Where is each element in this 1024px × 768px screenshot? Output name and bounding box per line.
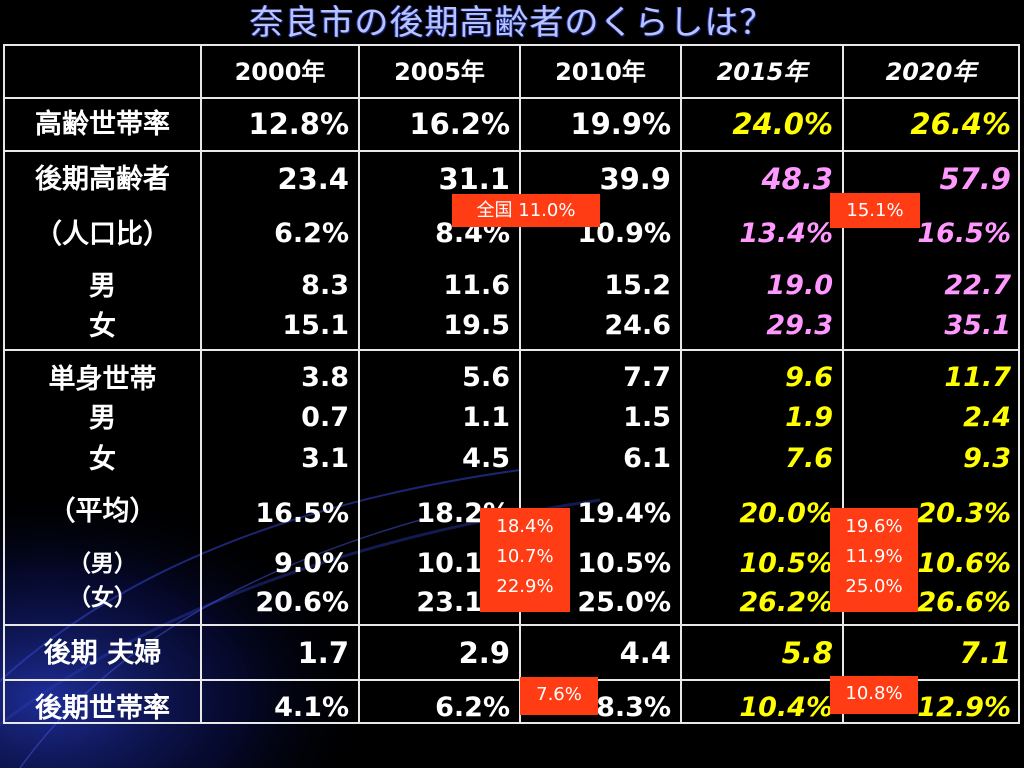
late-household-rate-2010: 8.3% xyxy=(596,692,671,723)
average-male-2015: 10.5% xyxy=(739,548,833,579)
male-2005: 11.6 xyxy=(443,270,510,301)
average-female-2015: 26.2% xyxy=(739,587,833,618)
male-2015: 19.0 xyxy=(766,270,833,301)
average-male-2020: 10.6% xyxy=(917,548,1011,579)
header-2005: 2005年 xyxy=(394,58,485,86)
single-female-2000: 3.1 xyxy=(301,443,349,474)
single-male-2005: 1.1 xyxy=(462,402,510,433)
single-household-2005: 5.6 xyxy=(462,362,510,393)
badge-national-2005: 全国 11.0% xyxy=(452,194,600,227)
single-male-2010: 1.5 xyxy=(623,402,671,433)
badge-average-2015-female: 25.0% xyxy=(845,576,903,597)
female-2000: 15.1 xyxy=(282,310,349,341)
badge-average-2005: 18.4% 10.7% 22.9% xyxy=(480,508,570,612)
late-couple-2005: 2.9 xyxy=(458,636,510,670)
header-2000: 2000年 xyxy=(234,58,326,86)
badge-average-2005-total: 18.4% xyxy=(496,516,554,537)
badge-national-2015-text: 15.1% xyxy=(846,200,904,221)
female-2005: 19.5 xyxy=(443,310,510,341)
single-male-2020: 2.4 xyxy=(963,402,1011,433)
late-household-rate-2020: 12.9% xyxy=(917,692,1011,723)
badge-average-2015-total: 19.6% xyxy=(845,516,903,537)
row-label-average-male: （男） xyxy=(68,551,137,577)
population-ratio-2000: 6.2% xyxy=(274,218,349,249)
late-household-rate-2005: 6.2% xyxy=(435,692,510,723)
row-label-population-ratio: （人口比） xyxy=(35,219,170,250)
average-2020: 20.3% xyxy=(917,498,1011,529)
male-2020: 22.7 xyxy=(944,270,1011,301)
late-elderly-2010: 39.9 xyxy=(599,162,671,196)
badge-average-2015-male: 11.9% xyxy=(845,546,903,567)
average-male-2010: 10.5% xyxy=(577,548,671,579)
average-2010: 19.4% xyxy=(577,498,671,529)
aging-rate-2000: 12.8% xyxy=(248,107,349,141)
late-household-rate-2015: 10.4% xyxy=(739,692,833,723)
late-elderly-2005: 31.1 xyxy=(438,162,510,196)
female-2015: 29.3 xyxy=(766,310,833,341)
female-2020: 35.1 xyxy=(944,310,1011,341)
late-elderly-2000: 23.4 xyxy=(277,162,349,196)
male-2000: 8.3 xyxy=(301,270,349,301)
male-2010: 15.2 xyxy=(604,270,671,301)
row-label-single-male: 男 xyxy=(89,403,116,434)
single-male-2015: 1.9 xyxy=(785,402,833,433)
header-2010: 2010年 xyxy=(555,58,646,86)
late-couple-2010: 4.4 xyxy=(619,636,671,670)
average-female-2000: 20.6% xyxy=(255,587,349,618)
single-household-2000: 3.8 xyxy=(301,362,349,393)
population-ratio-2020: 16.5% xyxy=(917,218,1011,249)
average-2015: 20.0% xyxy=(739,498,833,529)
late-elderly-2020: 57.9 xyxy=(939,162,1011,196)
row-label-aging-rate: 高齢世帯率 xyxy=(35,109,170,140)
badge-household-2015: 10.8% xyxy=(830,676,918,714)
badge-average-2015: 19.6% 11.9% 25.0% xyxy=(830,508,918,612)
single-female-2005: 4.5 xyxy=(462,443,510,474)
row-label-average: （平均） xyxy=(48,496,157,527)
single-female-2015: 7.6 xyxy=(785,443,833,474)
average-male-2000: 9.0% xyxy=(274,548,349,579)
aging-rate-2015: 24.0% xyxy=(732,107,833,141)
single-female-2020: 9.3 xyxy=(963,443,1011,474)
aging-rate-2020: 26.4% xyxy=(910,107,1011,141)
badge-national-2015: 15.1% xyxy=(830,193,920,228)
single-household-2015: 9.6 xyxy=(785,362,833,393)
average-2000: 16.5% xyxy=(255,498,349,529)
slide-title: 奈良市の後期高齢者のくらしは？ xyxy=(249,3,775,43)
badge-household-2005: 7.6% xyxy=(520,677,598,715)
row-label-late-couple: 後期 夫婦 xyxy=(43,638,162,669)
late-household-rate-2000: 4.1% xyxy=(274,692,349,723)
average-female-2010: 25.0% xyxy=(577,587,671,618)
row-label-single-female: 女 xyxy=(89,444,116,475)
single-female-2010: 6.1 xyxy=(623,443,671,474)
aging-rate-2005: 16.2% xyxy=(409,107,510,141)
late-elderly-2015: 48.3 xyxy=(761,162,833,196)
badge-household-2015-text: 10.8% xyxy=(845,683,903,704)
aging-rate-2010: 19.9% xyxy=(570,107,671,141)
row-label-average-female: （女） xyxy=(68,585,137,611)
row-label-female: 女 xyxy=(89,311,116,342)
single-household-2020: 11.7 xyxy=(944,362,1011,393)
late-couple-2020: 7.1 xyxy=(959,636,1011,670)
badge-national-2005-text: 全国 11.0% xyxy=(476,200,576,221)
late-couple-2015: 5.8 xyxy=(781,636,833,670)
female-2010: 24.6 xyxy=(604,310,671,341)
row-label-male: 男 xyxy=(89,271,116,302)
badge-household-2005-text: 7.6% xyxy=(536,684,582,705)
row-label-late-elderly: 後期高齢者 xyxy=(35,164,170,195)
late-couple-2000: 1.7 xyxy=(297,636,349,670)
average-female-2020: 26.6% xyxy=(917,587,1011,618)
single-male-2000: 0.7 xyxy=(301,402,349,433)
population-ratio-2015: 13.4% xyxy=(739,218,833,249)
header-2015: 2015年 xyxy=(716,58,808,86)
badge-average-2005-female: 22.9% xyxy=(496,576,554,597)
row-label-single-household: 単身世帯 xyxy=(48,364,157,395)
header-2020: 2020年 xyxy=(885,58,977,86)
single-household-2010: 7.7 xyxy=(623,362,671,393)
row-label-late-household-rate: 後期世帯率 xyxy=(35,693,170,724)
badge-average-2005-male: 10.7% xyxy=(496,546,554,567)
